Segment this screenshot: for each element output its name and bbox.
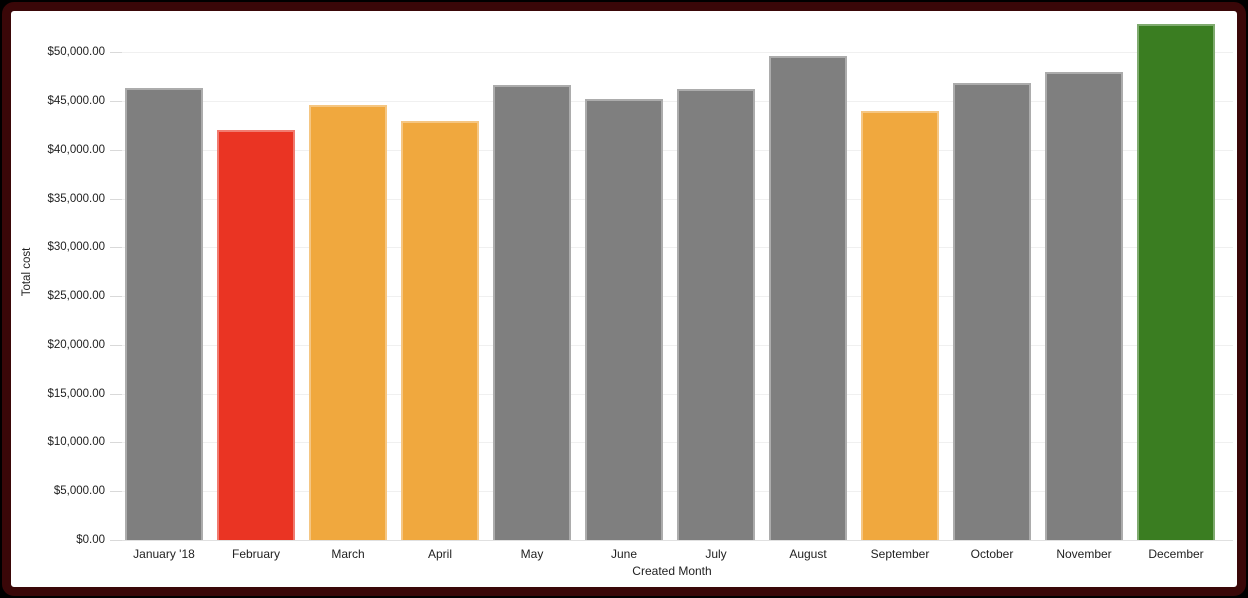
x-tick-label: May <box>520 547 544 561</box>
bar-october[interactable] <box>953 83 1031 540</box>
y-tick-mark <box>110 247 122 249</box>
y-tick-mark <box>110 296 122 298</box>
y-tick-mark <box>110 491 122 493</box>
bar-july[interactable] <box>677 89 755 540</box>
bar-march[interactable] <box>309 105 387 540</box>
bar-december[interactable] <box>1137 24 1215 540</box>
bar-april[interactable] <box>401 121 479 540</box>
bar-june[interactable] <box>585 99 663 540</box>
gridline <box>112 247 1233 249</box>
bar-august[interactable] <box>769 56 847 540</box>
gridline <box>112 149 1233 151</box>
y-axis-title: Total cost <box>21 247 33 297</box>
gridline <box>112 344 1233 346</box>
gridline <box>112 393 1233 395</box>
x-tick-label: April <box>427 547 452 561</box>
y-tick-label: $5,000.00 <box>53 485 105 498</box>
x-axis-title: Created Month <box>632 564 712 578</box>
y-tick-label: $50,000.00 <box>47 46 105 59</box>
x-tick-label: February <box>231 547 281 561</box>
gridline <box>112 52 1233 54</box>
y-tick-label: $25,000.00 <box>47 290 105 303</box>
x-tick-label: January '18 <box>133 547 195 561</box>
gridline <box>112 442 1233 444</box>
bar-september[interactable] <box>861 111 939 540</box>
y-tick-label: $40,000.00 <box>47 143 105 156</box>
x-tick-label: October <box>970 547 1014 561</box>
bar-may[interactable] <box>493 85 571 540</box>
y-tick-label: $35,000.00 <box>47 192 105 205</box>
x-tick-label: July <box>705 547 727 561</box>
x-tick-label: November <box>1056 547 1112 561</box>
x-tick-label: December <box>1148 547 1204 561</box>
y-tick-label: $15,000.00 <box>47 387 105 400</box>
y-tick-label: $30,000.00 <box>47 241 105 254</box>
gridline <box>112 540 1233 541</box>
x-tick-label: September <box>870 547 930 561</box>
x-tick-label: June <box>610 547 638 561</box>
y-tick-label: $20,000.00 <box>47 338 105 351</box>
y-tick-mark <box>110 540 122 541</box>
gridline <box>112 101 1233 103</box>
y-tick-mark <box>110 52 122 54</box>
y-tick-mark <box>110 393 122 395</box>
bar-january-18[interactable] <box>125 88 203 540</box>
gridline <box>112 296 1233 298</box>
y-tick-mark <box>110 344 122 346</box>
y-tick-mark <box>110 149 122 151</box>
bar-february[interactable] <box>217 130 295 540</box>
y-tick-mark <box>110 198 122 200</box>
x-tick-label: March <box>331 547 365 561</box>
y-tick-label: $0.00 <box>76 534 105 546</box>
y-tick-label: $45,000.00 <box>47 95 105 108</box>
y-tick-mark <box>110 101 122 103</box>
y-tick-label: $10,000.00 <box>47 436 105 449</box>
y-tick-mark <box>110 442 122 444</box>
x-tick-label: August <box>789 547 827 561</box>
gridline <box>112 491 1233 493</box>
gridline <box>112 198 1233 200</box>
bar-november[interactable] <box>1045 72 1123 540</box>
